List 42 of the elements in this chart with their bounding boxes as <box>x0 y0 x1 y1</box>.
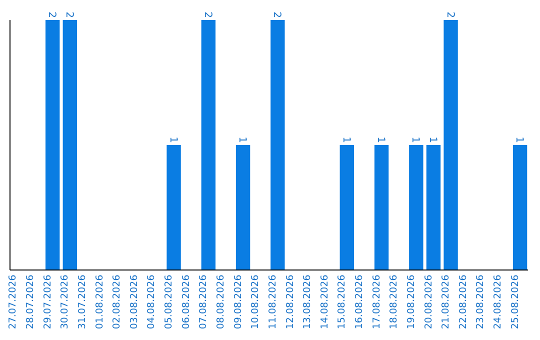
x-tick-label: 31.07.2026 <box>76 274 88 330</box>
data-label: 1 <box>426 136 438 143</box>
x-tick-label: 29.07.2026 <box>42 274 54 330</box>
x-tick-label: 27.07.2026 <box>8 274 19 330</box>
data-label: 1 <box>167 136 178 143</box>
x-tick-label: 03.08.2026 <box>128 274 140 330</box>
x-tick-label: 05.08.2026 <box>164 274 175 330</box>
x-tick-label: 13.08.2026 <box>302 274 314 330</box>
x-tick-label: 25.08.2026 <box>510 274 521 330</box>
x-tick-label: 11.08.2026 <box>267 274 278 330</box>
x-tick-label: 17.08.2026 <box>371 274 382 330</box>
data-label: 2 <box>46 12 58 18</box>
data-label: 1 <box>375 136 386 143</box>
x-tick-label: 08.08.2026 <box>215 274 226 330</box>
x-tick-label: 20.08.2026 <box>423 274 434 330</box>
x-tick-label: 19.08.2026 <box>406 274 417 330</box>
data-label: 1 <box>236 136 248 143</box>
data-label: 1 <box>514 136 525 143</box>
x-tick-label: 06.08.2026 <box>180 274 192 330</box>
x-tick-label: 04.08.2026 <box>146 274 158 330</box>
x-tick-label: 22.08.2026 <box>458 274 469 330</box>
x-tick-label: 21.08.2026 <box>440 274 452 330</box>
x-tick-label: 12.08.2026 <box>284 274 296 330</box>
x-tick-label: 15.08.2026 <box>336 274 348 330</box>
x-tick-label: 23.08.2026 <box>475 274 486 330</box>
x-tick-label: 30.07.2026 <box>60 274 71 330</box>
x-tick-label: 02.08.2026 <box>112 274 123 330</box>
data-label: 2 <box>63 12 74 18</box>
data-label: 1 <box>340 136 352 143</box>
x-tick-label: 18.08.2026 <box>388 274 400 330</box>
x-tick-label: 24.08.2026 <box>492 274 504 330</box>
x-tick-label: 09.08.2026 <box>232 274 244 330</box>
x-tick-label: 28.07.2026 <box>25 274 36 330</box>
x-tick-label: 16.08.2026 <box>354 274 365 330</box>
data-label: 2 <box>202 12 213 18</box>
data-label: 2 <box>444 12 456 18</box>
data-label: 2 <box>271 12 282 18</box>
x-tick-label: 10.08.2026 <box>250 274 262 330</box>
x-tick-label: 07.08.2026 <box>198 274 210 330</box>
data-label: 1 <box>410 136 421 143</box>
x-tick-label: 14.08.2026 <box>319 274 330 330</box>
x-tick-label: 01.08.2026 <box>94 274 106 330</box>
